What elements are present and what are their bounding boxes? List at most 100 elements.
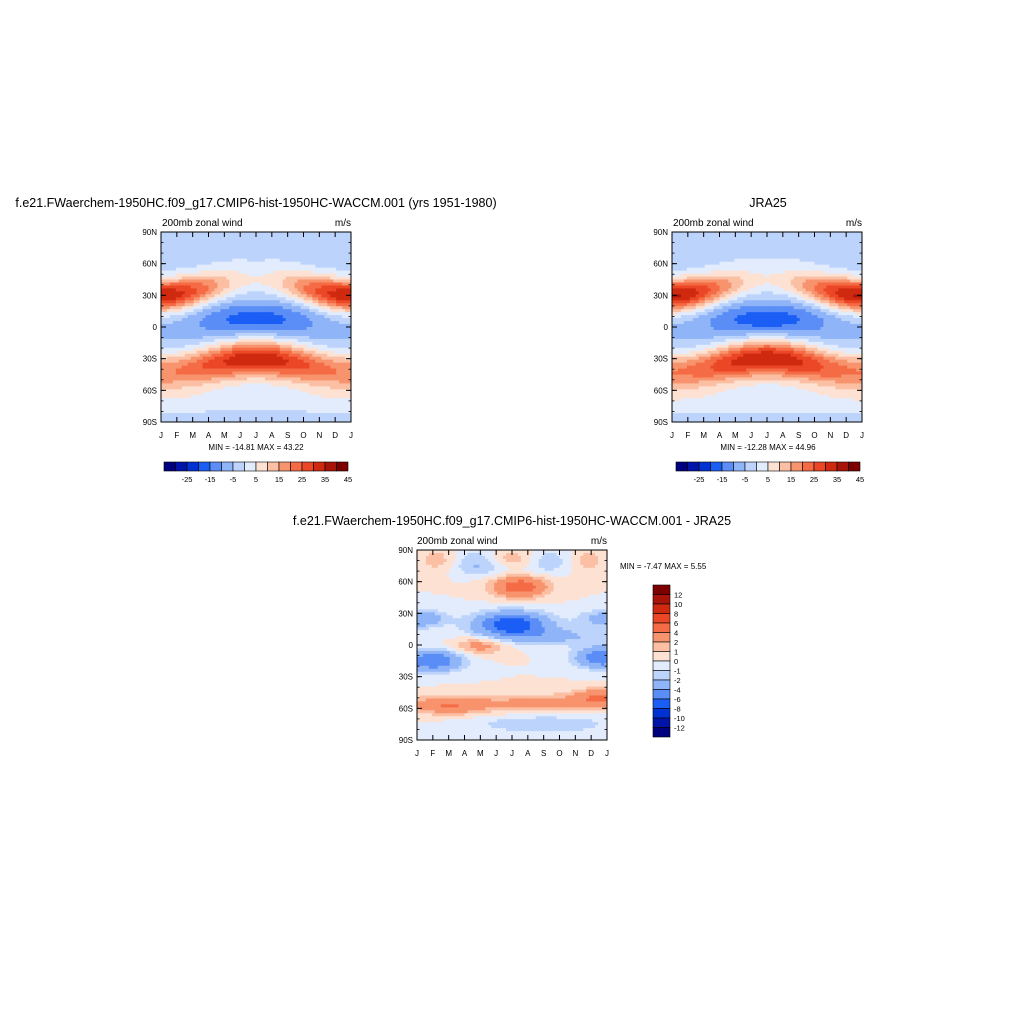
heatmap-cell [181,359,186,363]
heatmap-cell [264,407,269,411]
heatmap-cell [214,234,218,239]
heatmap-cell [306,318,310,322]
heatmap-cell [321,288,325,292]
heatmap-cell [178,371,183,375]
heatmap-cell [327,318,331,322]
heatmap-cell [190,321,195,325]
heatmap-cell [166,338,171,343]
heatmap-cell [202,404,206,408]
heatmap-cell [196,232,200,236]
heatmap-cell [339,377,343,381]
heatmap-cell [282,327,287,331]
heatmap-cell [211,279,215,283]
heatmap-cell [223,300,227,304]
heatmap-cell [258,249,263,254]
x-tick-label: O [300,431,306,440]
heatmap-cell [261,374,266,378]
heatmap-cell [264,338,269,343]
heatmap-cell [199,401,203,405]
heatmap-cell [244,410,248,414]
heatmap-cell [226,350,230,355]
heatmap-cell [719,243,723,248]
heatmap-cell [276,273,281,277]
heatmap-cell [273,416,278,420]
heatmap-cell [345,243,349,248]
heatmap-cell [321,300,325,304]
heatmap-cell [285,332,290,337]
heatmap-cell [264,303,269,307]
heatmap-cell [312,329,316,334]
heatmap-cell [321,341,325,346]
heatmap-cell [214,398,218,402]
heatmap-cell [767,252,771,257]
heatmap-cell [312,374,316,378]
heatmap-cell [841,234,845,239]
heatmap-cell [161,285,165,289]
heatmap-cell [169,321,174,325]
heatmap-cell [288,315,292,319]
heatmap-cell [184,243,189,248]
heatmap-cell [764,258,768,263]
heatmap-cell [199,303,203,307]
heatmap-cell [258,383,263,387]
heatmap-cell [169,329,174,334]
heatmap-cell [161,353,165,358]
heatmap-cell [318,237,322,242]
heatmap-cell [820,261,824,266]
heatmap-cell [211,332,215,337]
heatmap-cell [211,282,215,286]
heatmap-cell [184,264,189,268]
heatmap-cell [211,374,215,378]
heatmap-cell [342,419,346,423]
heatmap-cell [247,240,251,245]
heatmap-cell [193,410,197,414]
heatmap-cell [315,297,319,301]
heatmap-cell [324,392,328,396]
heatmap-cell [223,327,227,331]
heatmap-cell [267,419,272,423]
heatmap-cell [306,327,310,331]
heatmap-cell [312,321,316,325]
heatmap-cell [187,282,192,286]
heatmap-cell [342,404,346,408]
heatmap-cell [330,237,334,242]
heatmap-cell [345,321,349,325]
heatmap-cell [247,368,251,372]
heatmap-cell [166,359,171,363]
heatmap-cell [339,270,343,274]
heatmap-cell [778,246,783,251]
heatmap-cell [282,401,287,405]
heatmap-cell [238,303,242,307]
heatmap-cell [208,294,212,298]
heatmap-cell [267,395,272,399]
heatmap-cell [285,368,290,372]
heatmap-cell [238,380,242,384]
heatmap-cell [229,368,233,372]
heatmap-cell [241,362,245,366]
heatmap-cell [208,232,212,236]
heatmap-cell [223,398,227,402]
heatmap-cell [339,318,343,322]
heatmap-cell [288,335,292,340]
heatmap-cell [214,243,218,248]
heatmap-cell [250,350,254,355]
heatmap-cell [270,398,275,402]
heatmap-cell [327,249,331,254]
heatmap-cell [802,252,806,257]
heatmap-cell [238,353,242,358]
heatmap-cell [190,324,195,328]
heatmap-cell [190,383,195,387]
heatmap-cell [232,356,236,361]
heatmap-cell [333,300,337,304]
heatmap-cell [312,264,316,268]
heatmap-cell [294,344,298,349]
panel-obs-title: JRA25 [749,196,787,210]
heatmap-cell [318,350,322,355]
heatmap-cell [169,404,174,408]
heatmap-cell [297,347,301,352]
heatmap-cell [285,404,290,408]
heatmap-cell [258,306,263,310]
heatmap-cell [345,371,349,375]
heatmap-cell [276,294,281,298]
heatmap-cell [764,255,768,260]
